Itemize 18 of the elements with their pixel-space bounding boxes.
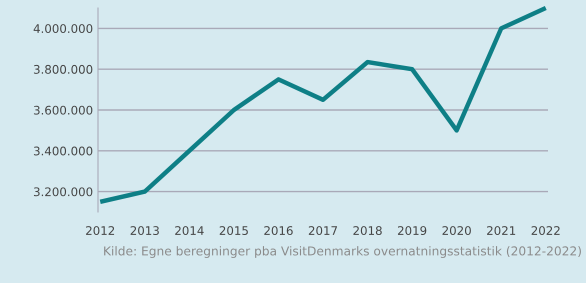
x-tick-label: 2014: [175, 226, 204, 236]
x-tick-label: 2021: [487, 226, 516, 236]
x-tick-label: 2017: [308, 226, 338, 236]
x-tick-label: 2019: [398, 226, 426, 236]
x-tick-label: 2018: [353, 226, 382, 236]
x-tick-label: 2015: [220, 226, 248, 236]
x-tick-label: 2022: [532, 226, 560, 236]
y-tick-label: 3.200.000: [34, 187, 92, 196]
y-tick-label: 3.400.000: [34, 146, 92, 156]
line-series: [98, 6, 548, 204]
x-tick-label: 2016: [264, 226, 293, 236]
x-tick-label: 2012: [86, 226, 114, 236]
x-tick-label: 2020: [442, 226, 471, 236]
y-tick-label: 4.000.000: [34, 24, 92, 34]
y-tick-label: 3.600.000: [34, 106, 92, 115]
x-tick-label: 2013: [130, 226, 159, 236]
y-tick-label: 3.800.000: [34, 64, 92, 74]
text: Kilde: Egne beregninger pba VisitDenmarks overnatningsstatistik (2012-2022): [104, 246, 581, 258]
